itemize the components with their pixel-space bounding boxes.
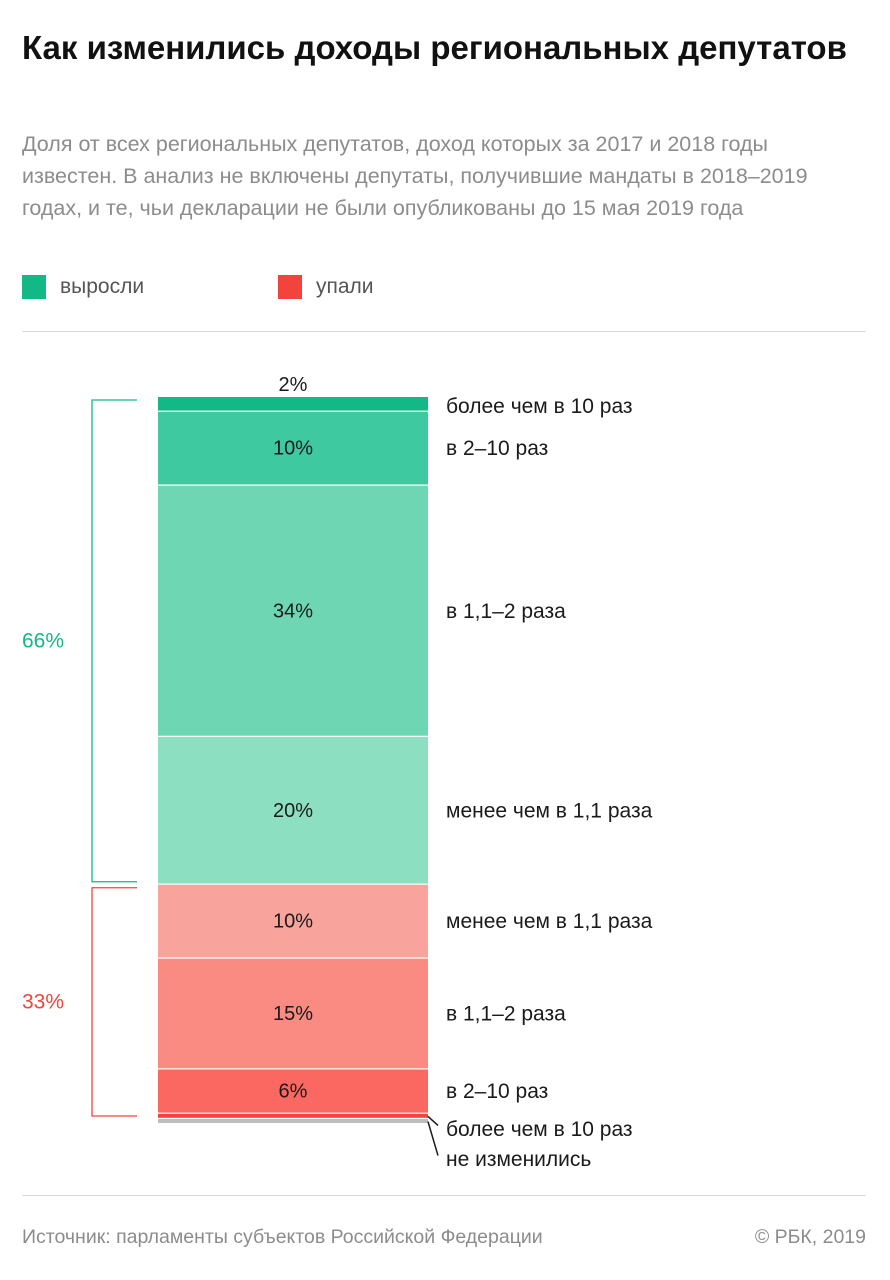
bottom-divider bbox=[22, 1195, 866, 1196]
legend-label-grew: выросли bbox=[60, 275, 145, 298]
source-note: Источник: парламенты субъектов Российско… bbox=[22, 1226, 543, 1248]
legend-item-fell: упали bbox=[278, 275, 374, 299]
category-label: в 2–10 раз bbox=[446, 1080, 548, 1103]
category-label: в 1,1–2 раза bbox=[446, 600, 566, 623]
data-label: 20% bbox=[273, 800, 313, 822]
bar-segment bbox=[158, 1113, 428, 1118]
bar-segment bbox=[158, 411, 428, 485]
category-label: в 2–10 раз bbox=[446, 437, 548, 460]
chart-title: Как изменились доходы региональных депут… bbox=[22, 29, 847, 66]
category-label: менее чем в 1,1 раза bbox=[446, 799, 653, 822]
bar-segment bbox=[158, 884, 428, 958]
copyright: © РБК, 2019 bbox=[754, 1226, 866, 1248]
category-label: более чем в 10 раз bbox=[446, 1118, 633, 1141]
category-label: не изменились bbox=[446, 1148, 591, 1171]
legend-label-fell: упали bbox=[316, 275, 374, 298]
legend-swatch-grew bbox=[22, 275, 46, 299]
group-total-label: 66% bbox=[22, 629, 64, 652]
category-label: в 1,1–2 раза bbox=[446, 1003, 566, 1026]
leader-line bbox=[427, 1115, 439, 1126]
category-label: более чем в 10 раз bbox=[446, 395, 633, 418]
legend-swatch-fell bbox=[278, 275, 302, 299]
legend-item-grew: выросли bbox=[22, 275, 144, 299]
data-label: 10% bbox=[273, 438, 313, 460]
group-total-label: 33% bbox=[22, 990, 64, 1013]
legend: выросли упали bbox=[22, 275, 522, 301]
chart-subtitle: Доля от всех региональных депутатов, дох… bbox=[22, 132, 808, 220]
leader-line bbox=[427, 1121, 439, 1156]
top-divider bbox=[22, 331, 866, 332]
data-label: 34% bbox=[273, 600, 313, 622]
bar-segment bbox=[158, 1069, 428, 1113]
category-label: менее чем в 1,1 раза bbox=[446, 910, 653, 933]
data-label: 15% bbox=[273, 1003, 313, 1025]
stacked-bar-chart: 2% 10% 34% 20% 10% 15% 6% более чем в 10 раз в 2… bbox=[22, 374, 653, 1171]
bar-segment bbox=[158, 1119, 428, 1123]
data-label: 6% bbox=[279, 1081, 308, 1103]
data-label: 2% bbox=[279, 374, 308, 396]
group-bracket bbox=[91, 399, 137, 883]
group-bracket bbox=[91, 887, 137, 1117]
bar-segment bbox=[158, 485, 428, 736]
bar-segment bbox=[158, 397, 428, 411]
bar-segment bbox=[158, 958, 428, 1069]
bar-segment bbox=[158, 736, 428, 884]
data-label: 10% bbox=[273, 911, 313, 933]
